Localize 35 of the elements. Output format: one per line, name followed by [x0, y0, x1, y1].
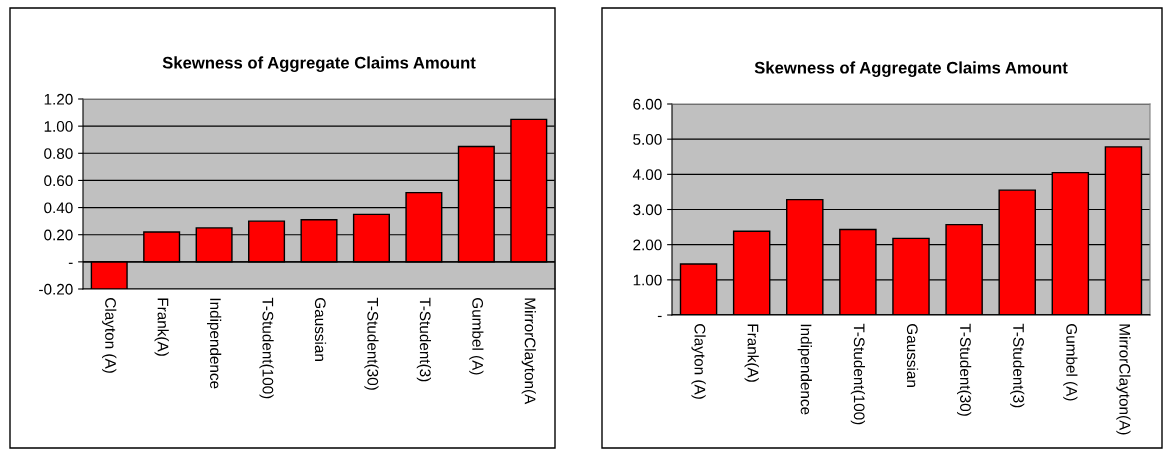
x-tick-label: T-Student(100) [850, 323, 866, 425]
y-tick-label: 0.60 [44, 175, 73, 187]
chart-title: Skewness of Aggregate Claims Amount [162, 56, 476, 72]
y-tick-label: 1.00 [633, 274, 662, 286]
y-tick-label: 4.00 [632, 169, 662, 181]
x-tick-label: MirrorClayton(A) [1116, 324, 1131, 435]
x-tick-label: T-Student(30) [364, 297, 379, 390]
y-tick-label: 0.20 [44, 229, 73, 241]
x-tick-label: Indipendence [797, 324, 812, 415]
x-tick-label: T-Student(3) [416, 297, 432, 382]
x-tick-label: T-Student(3) [1010, 323, 1025, 408]
x-tick-label: T-Student(30) [957, 323, 972, 416]
x-tick-label: Gumbel (A) [1063, 324, 1078, 401]
x-tick-label: Frank(A) [744, 324, 759, 382]
chart-title: Skewness of Aggregate Claims Amount [754, 61, 1068, 77]
y-tick-label: 6.00 [633, 98, 662, 110]
y-tick-label: 1.20 [44, 93, 73, 105]
x-tick-label: Clayton (A) [102, 298, 117, 373]
x-tick-label: T-Student(100) [259, 297, 274, 399]
x-tick-label: Indipendence [206, 298, 222, 389]
y-tick-label: 0.80 [44, 148, 73, 159]
y-tick-label: 2.00 [633, 239, 662, 251]
y-tick-label: - [68, 262, 73, 264]
x-tick-label: Clayton (A) [691, 324, 706, 399]
x-tick-label: Frank(A) [154, 298, 169, 356]
x-tick-label: Gaussian [314, 298, 327, 361]
y-tick-label: 3.00 [633, 204, 662, 216]
y-tick-label: -0.20 [39, 283, 73, 295]
x-tick-label: Gaussian [906, 324, 919, 387]
x-tick-label: Gumbel (A) [469, 298, 484, 375]
x-tick-label: MirrorClayton(A [521, 298, 536, 405]
y-tick-label: 5.00 [633, 134, 662, 145]
y-tick-label: 1.00 [44, 121, 73, 132]
y-tick-label: - [657, 315, 662, 318]
y-tick-label: 0.40 [44, 202, 73, 214]
